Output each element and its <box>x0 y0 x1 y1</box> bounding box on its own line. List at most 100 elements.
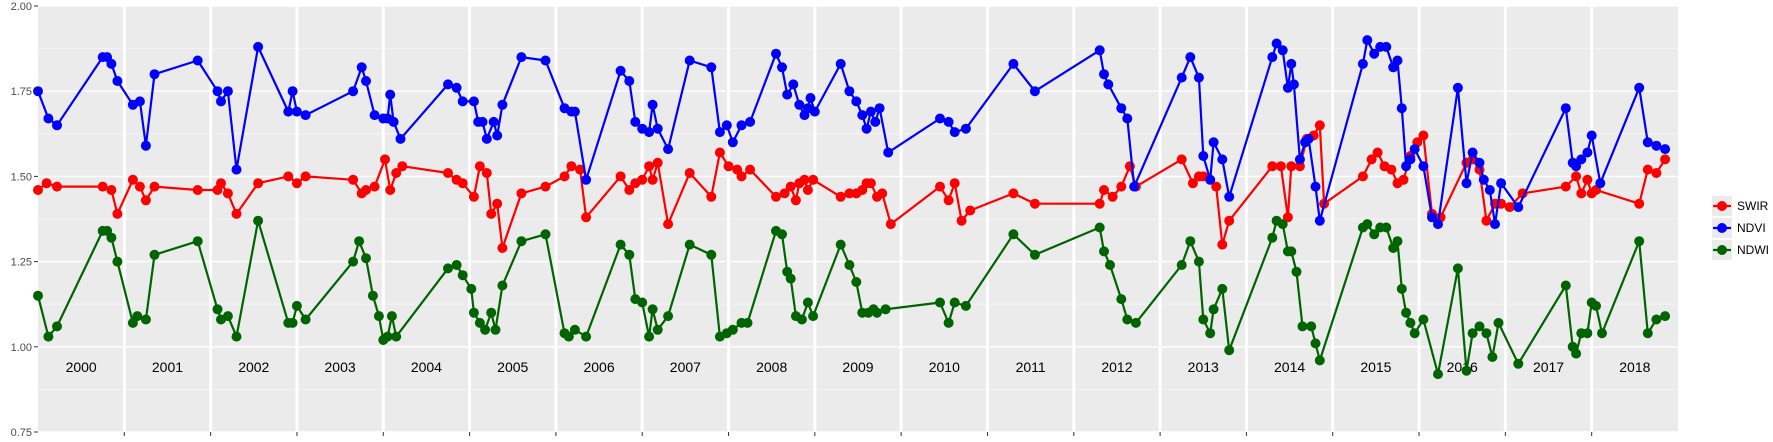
data-point-swir <box>391 168 402 178</box>
data-point-ndvi <box>865 106 876 117</box>
year-label: 2004 <box>411 359 442 375</box>
data-point-ndvi <box>851 96 862 107</box>
data-point-swir <box>877 188 888 199</box>
data-point-ndwi <box>1481 328 1492 339</box>
data-point-swir <box>1386 164 1397 175</box>
data-point-ndvi <box>727 137 738 148</box>
data-point-ndvi <box>1427 212 1437 223</box>
data-point-ndvi <box>581 174 592 185</box>
legend-label-ndwi: NDWI <box>1737 243 1769 257</box>
data-point-swir <box>736 171 747 182</box>
legend-key-point-swir <box>1717 201 1727 211</box>
data-point-ndvi <box>477 116 488 127</box>
data-point-swir <box>468 191 479 202</box>
data-point-swir <box>33 185 43 195</box>
data-point-ndwi <box>1660 311 1671 322</box>
data-point-ndwi <box>872 307 882 318</box>
year-label: 2012 <box>1101 359 1132 375</box>
data-point-swir <box>134 181 145 192</box>
data-point-ndwi <box>1418 314 1429 325</box>
legend-label-ndvi: NDVI <box>1737 221 1766 235</box>
data-point-ndvi <box>1467 147 1478 158</box>
data-point-swir <box>1267 161 1278 172</box>
data-point-ndvi <box>835 58 846 69</box>
data-point-ndwi <box>851 277 862 287</box>
data-point-swir <box>844 188 855 199</box>
data-point-ndwi <box>1008 229 1019 240</box>
data-point-ndvi <box>1029 86 1040 97</box>
data-point-ndvi <box>231 164 242 175</box>
data-point-swir <box>1008 188 1019 199</box>
data-point-ndvi <box>1571 161 1582 172</box>
data-point-ndwi <box>1310 338 1321 349</box>
data-point-ndvi <box>736 120 747 131</box>
data-point-ndvi <box>291 106 302 117</box>
data-point-ndvi <box>1409 144 1420 155</box>
data-point-ndwi <box>1277 219 1288 230</box>
data-point-ndvi <box>52 120 62 131</box>
data-point-ndvi <box>1595 178 1606 189</box>
data-point-ndwi <box>706 249 717 260</box>
data-point-ndwi <box>880 304 891 315</box>
data-point-ndwi <box>1205 328 1216 339</box>
data-point-swir <box>1029 198 1040 209</box>
data-point-ndvi <box>488 116 499 127</box>
data-point-swir <box>1398 174 1409 185</box>
data-point-ndvi <box>253 41 264 52</box>
data-point-swir <box>799 174 810 185</box>
data-point-swir <box>779 188 790 199</box>
data-point-ndwi <box>443 263 453 274</box>
data-point-swir <box>253 178 264 189</box>
data-point-swir <box>474 161 485 172</box>
data-point-ndvi <box>361 76 371 86</box>
legend-label-swir: SWIR <box>1737 199 1769 213</box>
data-point-ndvi <box>794 99 805 110</box>
data-point-swir <box>949 178 960 189</box>
data-point-ndwi <box>367 290 378 301</box>
data-point-ndvi <box>149 69 160 80</box>
data-point-ndvi <box>1582 147 1593 158</box>
data-point-swir <box>149 181 160 192</box>
data-point-swir <box>52 181 62 192</box>
data-point-ndwi <box>348 256 359 267</box>
data-point-swir <box>652 157 663 168</box>
data-point-ndwi <box>490 324 501 335</box>
data-point-ndwi <box>1396 283 1407 294</box>
data-point-ndvi <box>1193 72 1204 83</box>
data-point-ndvi <box>112 76 123 86</box>
data-point-ndvi <box>1008 58 1019 69</box>
data-point-ndvi <box>1288 79 1299 90</box>
data-point-ndvi <box>943 116 954 127</box>
data-point-swir <box>1418 130 1429 141</box>
data-point-ndwi <box>663 311 674 322</box>
data-point-ndwi <box>451 260 462 270</box>
data-point-swir <box>486 208 497 219</box>
data-point-ndwi <box>382 331 393 342</box>
data-point-swir <box>1660 154 1671 165</box>
data-point-swir <box>457 178 468 189</box>
data-point-swir <box>723 161 734 172</box>
data-point-ndwi <box>808 311 819 322</box>
data-point-swir <box>965 205 976 216</box>
data-point-ndvi <box>935 113 945 124</box>
data-point-swir <box>956 215 967 226</box>
data-point-swir <box>1651 168 1662 178</box>
data-point-ndvi <box>1217 154 1228 165</box>
data-point-ndwi <box>785 273 796 284</box>
data-point-ndvi <box>216 96 226 107</box>
data-point-ndwi <box>644 331 655 342</box>
y-tick-label: 1.75 <box>11 86 32 98</box>
data-point-ndvi <box>106 58 117 69</box>
data-point-ndvi <box>388 116 399 127</box>
data-point-ndvi <box>468 96 479 107</box>
data-point-ndvi <box>1461 178 1472 189</box>
data-point-ndvi <box>721 120 732 131</box>
series-lines <box>33 35 1671 380</box>
data-point-swir <box>1481 215 1492 226</box>
data-point-ndwi <box>1314 355 1325 366</box>
data-point-ndwi <box>386 311 397 322</box>
data-point-ndvi <box>1116 103 1127 114</box>
legend-key-point-ndwi <box>1717 245 1727 255</box>
data-point-swir <box>615 171 626 182</box>
year-label: 2005 <box>497 359 528 375</box>
